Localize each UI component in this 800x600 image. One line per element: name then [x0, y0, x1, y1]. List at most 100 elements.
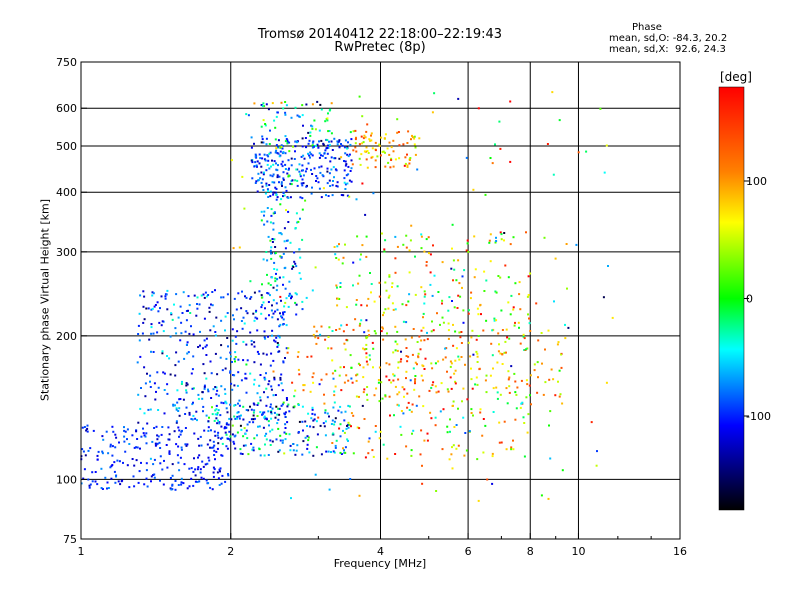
- data-point: [283, 311, 286, 313]
- data-point: [182, 482, 185, 485]
- data-point: [214, 413, 217, 416]
- data-point: [265, 372, 267, 375]
- data-point: [239, 448, 242, 451]
- data-point: [299, 173, 302, 176]
- data-point: [126, 464, 129, 467]
- data-point: [272, 191, 275, 194]
- data-point: [237, 358, 240, 361]
- data-point: [317, 146, 320, 149]
- data-point: [191, 418, 194, 421]
- data-point: [161, 352, 164, 355]
- data-point: [388, 153, 391, 156]
- data-point: [288, 410, 291, 413]
- data-point: [185, 310, 188, 312]
- data-point: [229, 355, 232, 358]
- phase-stats-o-mode: mean, sd,O: -84.3, 20.2: [609, 33, 728, 44]
- data-point: [285, 239, 288, 242]
- data-point: [366, 393, 368, 396]
- data-point: [382, 338, 385, 341]
- data-point: [282, 318, 285, 321]
- data-point: [268, 184, 271, 186]
- data-point: [271, 407, 274, 410]
- data-point: [165, 293, 168, 296]
- data-point: [271, 238, 274, 240]
- data-point: [233, 318, 235, 321]
- data-point: [544, 381, 547, 384]
- data-point: [323, 393, 325, 396]
- data-point: [298, 170, 301, 173]
- data-point: [501, 353, 504, 356]
- data-point: [513, 324, 516, 327]
- data-point: [142, 432, 145, 435]
- data-point: [267, 420, 270, 423]
- data-point: [143, 483, 146, 486]
- data-point: [325, 138, 328, 141]
- data-point: [378, 281, 381, 284]
- data-point: [396, 330, 399, 333]
- data-point: [265, 387, 268, 390]
- data-point: [88, 486, 91, 489]
- data-point: [139, 447, 141, 450]
- data-point: [533, 363, 536, 366]
- data-point: [269, 190, 272, 193]
- data-point: [234, 356, 237, 358]
- data-point: [309, 156, 311, 159]
- data-point: [342, 256, 345, 259]
- data-point: [92, 429, 95, 432]
- data-point: [295, 293, 298, 296]
- data-point: [469, 355, 472, 358]
- data-point: [85, 429, 88, 432]
- data-point: [394, 308, 397, 311]
- data-point: [278, 232, 281, 235]
- data-point: [278, 325, 281, 328]
- data-point: [185, 382, 188, 385]
- data-point: [263, 330, 266, 333]
- data-point: [496, 391, 499, 394]
- data-point: [100, 487, 103, 489]
- data-point: [171, 463, 174, 466]
- data-point: [336, 304, 339, 307]
- data-point: [362, 347, 364, 350]
- data-point: [365, 348, 368, 350]
- data-point: [338, 427, 341, 430]
- data-point: [284, 301, 287, 304]
- data-point: [549, 457, 552, 460]
- data-point: [260, 306, 263, 309]
- data-point: [356, 235, 359, 238]
- data-point: [378, 143, 381, 146]
- data-point: [273, 181, 276, 184]
- data-point: [278, 181, 280, 184]
- data-point: [261, 283, 263, 286]
- data-point: [522, 416, 525, 419]
- data-point: [392, 373, 395, 376]
- data-point: [136, 446, 139, 449]
- data-point: [455, 347, 458, 350]
- data-point: [454, 359, 457, 362]
- data-point: [269, 221, 272, 224]
- data-point: [400, 350, 402, 353]
- data-point: [512, 439, 514, 442]
- data-point: [209, 486, 212, 489]
- data-point: [295, 212, 298, 215]
- data-point: [552, 378, 555, 381]
- data-point: [166, 355, 168, 357]
- data-point: [82, 450, 85, 453]
- data-point: [361, 142, 364, 145]
- data-point: [512, 448, 515, 451]
- data-point: [254, 155, 257, 158]
- data-point: [575, 243, 578, 246]
- data-point: [552, 173, 555, 176]
- data-point: [157, 310, 160, 313]
- data-point: [373, 394, 376, 397]
- data-point: [155, 390, 157, 393]
- data-point: [330, 156, 333, 159]
- data-point: [113, 461, 116, 464]
- data-point: [229, 371, 232, 374]
- data-point: [225, 422, 228, 425]
- data-point: [477, 499, 480, 502]
- data-point: [274, 151, 277, 154]
- data-point: [149, 374, 152, 377]
- data-point: [201, 397, 204, 400]
- data-point: [367, 452, 370, 455]
- data-point: [245, 113, 248, 116]
